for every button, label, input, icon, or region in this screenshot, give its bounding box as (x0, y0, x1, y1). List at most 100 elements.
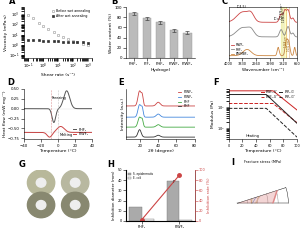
PHF₁ (68, 97, 72, 100)
Before wet annealing (27, 14, 30, 16)
Bar (167, 181, 179, 221)
PIWF₂-G'' (295, 121, 299, 124)
Circle shape (70, 200, 80, 209)
PIWF₂ (255, 19, 259, 22)
PHF₁ (74, 107, 77, 110)
Before wet annealing (52, 31, 56, 33)
Y-axis label: Water content (%): Water content (%) (109, 12, 113, 52)
PHF₁ (236, 29, 240, 31)
PHF (138, 128, 141, 131)
PIWF₁ (91, 131, 94, 134)
Line: PHF: PHF (126, 117, 195, 127)
PIWF₁ (170, 116, 174, 119)
PIWF₂-G' (227, 90, 231, 92)
PIWF₁ (124, 116, 128, 119)
Text: S. epidermatis: S. epidermatis (28, 219, 54, 223)
PHF₁ (62, 94, 66, 97)
After wet annealing (86, 41, 90, 44)
PHF₁-G'' (227, 107, 231, 110)
Text: Melting: Melting (60, 133, 73, 137)
PHF₁-G' (289, 116, 292, 119)
PHF₁-G' (267, 96, 271, 99)
PHF₁ (34, 107, 38, 110)
After wet annealing (71, 41, 75, 43)
PIWF₂ (124, 105, 128, 107)
X-axis label: Temperature (°C): Temperature (°C) (39, 149, 77, 153)
PHF (172, 126, 176, 129)
PIWF₂ (283, 8, 287, 11)
Polygon shape (202, 161, 277, 235)
Before wet annealing (37, 21, 40, 24)
PHF₁ (53, 119, 57, 121)
Legend: PHF₁, PIWF₁: PHF₁, PIWF₁ (71, 126, 91, 138)
PHF (173, 136, 177, 138)
PIWF₂-G' (295, 109, 299, 111)
Circle shape (27, 192, 55, 218)
PIWF₁ (173, 116, 176, 119)
BMIMBF₄ (252, 52, 255, 55)
Text: 1274 cm⁻¹: 1274 cm⁻¹ (282, 9, 286, 22)
Line: PHF₁-G'': PHF₁-G'' (229, 108, 297, 137)
Line: PIWF₂-G': PIWF₂-G' (229, 91, 297, 110)
PIWF₁ (193, 116, 196, 119)
Before wet annealing (56, 33, 60, 36)
Line: PHF₁-G': PHF₁-G' (229, 94, 297, 123)
PHF₁-G'' (284, 126, 288, 129)
PIWF₁ (142, 114, 146, 117)
After wet annealing (76, 41, 79, 43)
Line: PHF₁: PHF₁ (229, 27, 297, 37)
PHF (170, 136, 174, 138)
Bar (170, 31, 178, 58)
PHF₁ (40, 107, 43, 110)
BMIMBF₄ (255, 54, 259, 57)
Y-axis label: Inhibition rate (%): Inhibition rate (%) (207, 178, 211, 213)
Y-axis label: Modulus (Pa): Modulus (Pa) (211, 100, 215, 128)
Line: PIWF₂: PIWF₂ (126, 91, 195, 106)
After wet annealing (31, 39, 35, 42)
PHF₁-G' (268, 96, 271, 99)
PIWF₂-G' (284, 100, 288, 103)
After wet annealing (46, 40, 50, 43)
PIWF₂ (252, 14, 255, 16)
PHF₁-G'' (267, 110, 271, 113)
PIWF₂-G'' (289, 116, 292, 119)
PHF₁ (271, 35, 275, 38)
Before wet annealing (61, 35, 64, 38)
X-axis label: Hydrogel: Hydrogel (151, 67, 170, 71)
PIWF₂-G' (267, 90, 271, 92)
Text: H: H (107, 160, 114, 169)
Text: C: C (222, 0, 228, 6)
Legend: PIWF₂, PHF₁, BMIMBF₄: PIWF₂, PHF₁, BMIMBF₄ (230, 43, 249, 56)
PHF₁ (91, 107, 94, 110)
Bar (183, 32, 191, 58)
Line: PIWF₁: PIWF₁ (126, 105, 195, 117)
PHF (142, 124, 146, 127)
After wet annealing (82, 41, 85, 44)
PIWF₂ (156, 101, 159, 104)
X-axis label: Wavenumber (cm⁻¹): Wavenumber (cm⁻¹) (242, 67, 284, 71)
PIWF₂-G'' (269, 102, 272, 105)
Text: 1376 cm⁻¹: 1376 cm⁻¹ (280, 3, 284, 16)
PHF (170, 126, 174, 129)
After wet annealing (27, 39, 30, 41)
Text: E. coli: E. coli (70, 219, 80, 223)
PIWF₁ (138, 103, 142, 106)
Line: PHF: PHF (126, 130, 195, 137)
Before wet annealing (71, 39, 75, 42)
Line: After wet annealing: After wet annealing (27, 39, 89, 44)
Legend: PIWF₂, PIWF₁, PHF, PHF: PIWF₂, PIWF₁, PHF, PHF (177, 90, 193, 109)
PIWF₂ (173, 105, 177, 107)
Bar (130, 13, 138, 58)
Line: PIWF₁: PIWF₁ (24, 126, 92, 137)
Circle shape (61, 192, 89, 218)
PIWF₂ (271, 21, 275, 24)
PIWF₂ (236, 13, 240, 16)
PHF₁-G' (269, 97, 272, 100)
PIWF₁ (165, 116, 169, 119)
PHF₁ (255, 34, 259, 37)
Text: E: E (118, 78, 124, 87)
PIWF₂ (170, 105, 174, 107)
Line: PIWF₂-G'': PIWF₂-G'' (229, 103, 297, 123)
Legend: PIWF₂-G', PIWF₂-G'', PHF₁-G', PHF₁-G'': PIWF₂-G', PIWF₂-G'', PHF₁-G', PHF₁-G'' (261, 90, 296, 99)
PHF₁ (291, 32, 295, 35)
